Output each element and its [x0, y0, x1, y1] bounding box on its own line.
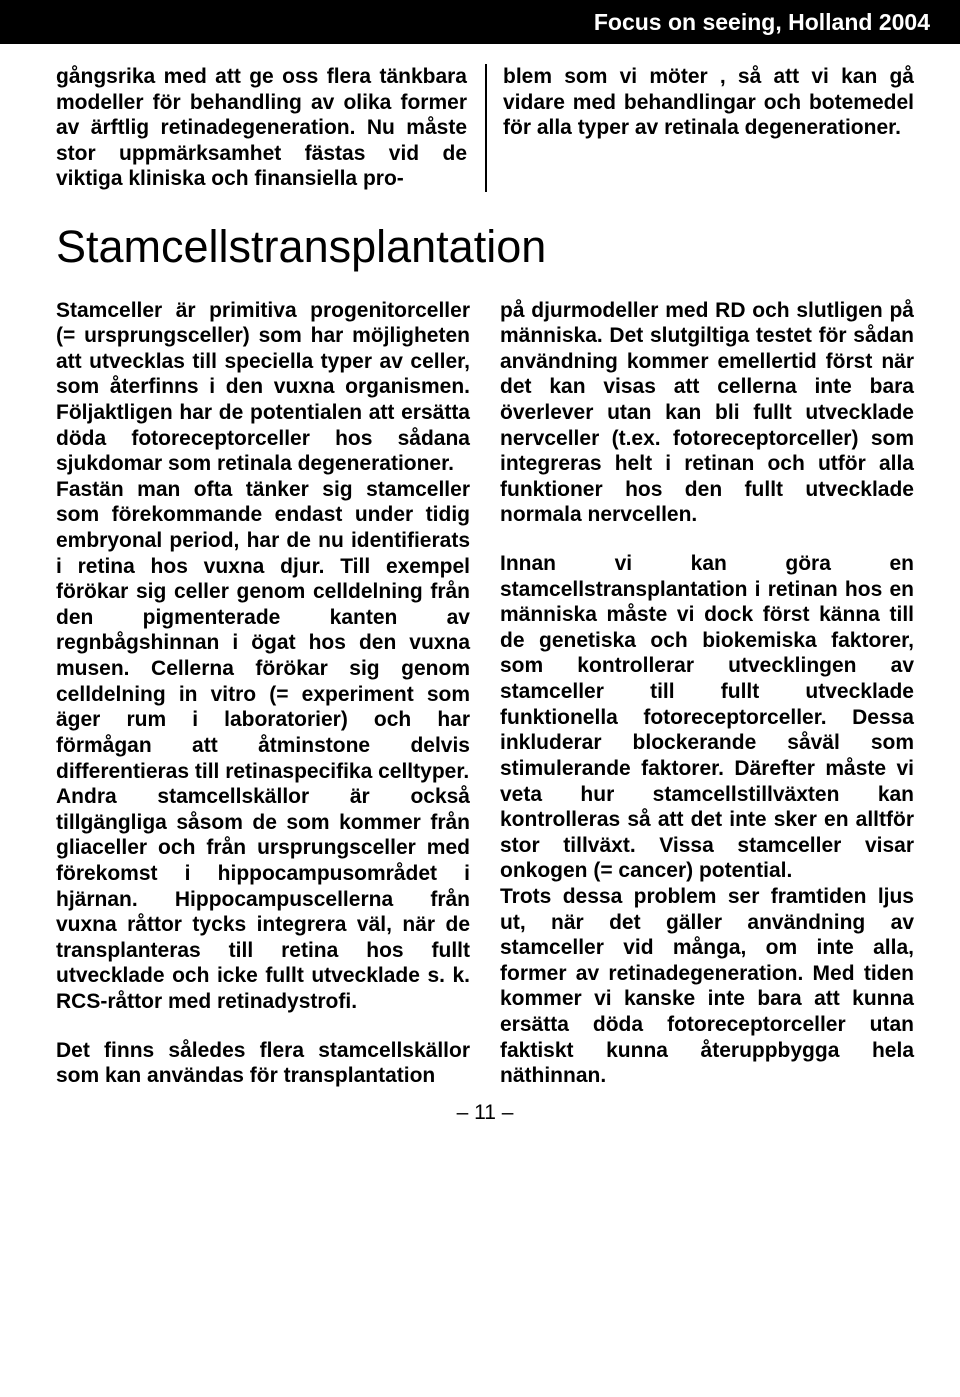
- body-left-p4: Det finns således flera stamcellskällor …: [56, 1038, 470, 1089]
- section-title: Stamcellstransplantation: [56, 222, 914, 272]
- body-right-p1: på djurmodeller med RD och slutligen på …: [500, 298, 914, 528]
- header-bar: Focus on seeing, Holland 2004: [0, 0, 960, 44]
- body-left-p3: Andra stamcellskällor är också tillgängl…: [56, 784, 470, 1014]
- body-columns: Stamceller är primitiva progenitorceller…: [56, 298, 914, 1089]
- page-container: Focus on seeing, Holland 2004 gångsrika …: [0, 0, 960, 1137]
- body-right-p2: Innan vi kan göra en stamcellstransplant…: [500, 551, 914, 884]
- intro-columns: gångsrika med att ge oss flera tänkbara …: [56, 64, 914, 192]
- content-area: gångsrika med att ge oss flera tänkbara …: [0, 44, 960, 1137]
- intro-right-column: blem som vi möter , så att vi kan gå vid…: [485, 64, 914, 192]
- body-right-column: på djurmodeller med RD och slutligen på …: [500, 298, 914, 1089]
- header-title: Focus on seeing, Holland 2004: [594, 9, 930, 36]
- page-footer: – 11 –: [56, 1101, 914, 1137]
- intro-left-column: gångsrika med att ge oss flera tänkbara …: [56, 64, 485, 192]
- body-right-p3: Trots dessa problem ser framtiden ljus u…: [500, 884, 914, 1089]
- body-left-p2: Fastän man ofta tänker sig stamceller so…: [56, 477, 470, 784]
- body-left-p1: Stamceller är primitiva progenitorceller…: [56, 298, 470, 477]
- body-left-column: Stamceller är primitiva progenitorceller…: [56, 298, 470, 1089]
- intro-right-text: blem som vi möter , så att vi kan gå vid…: [503, 65, 914, 139]
- page-number: – 11 –: [457, 1101, 514, 1124]
- intro-left-text: gångsrika med att ge oss flera tänkbara …: [56, 65, 467, 190]
